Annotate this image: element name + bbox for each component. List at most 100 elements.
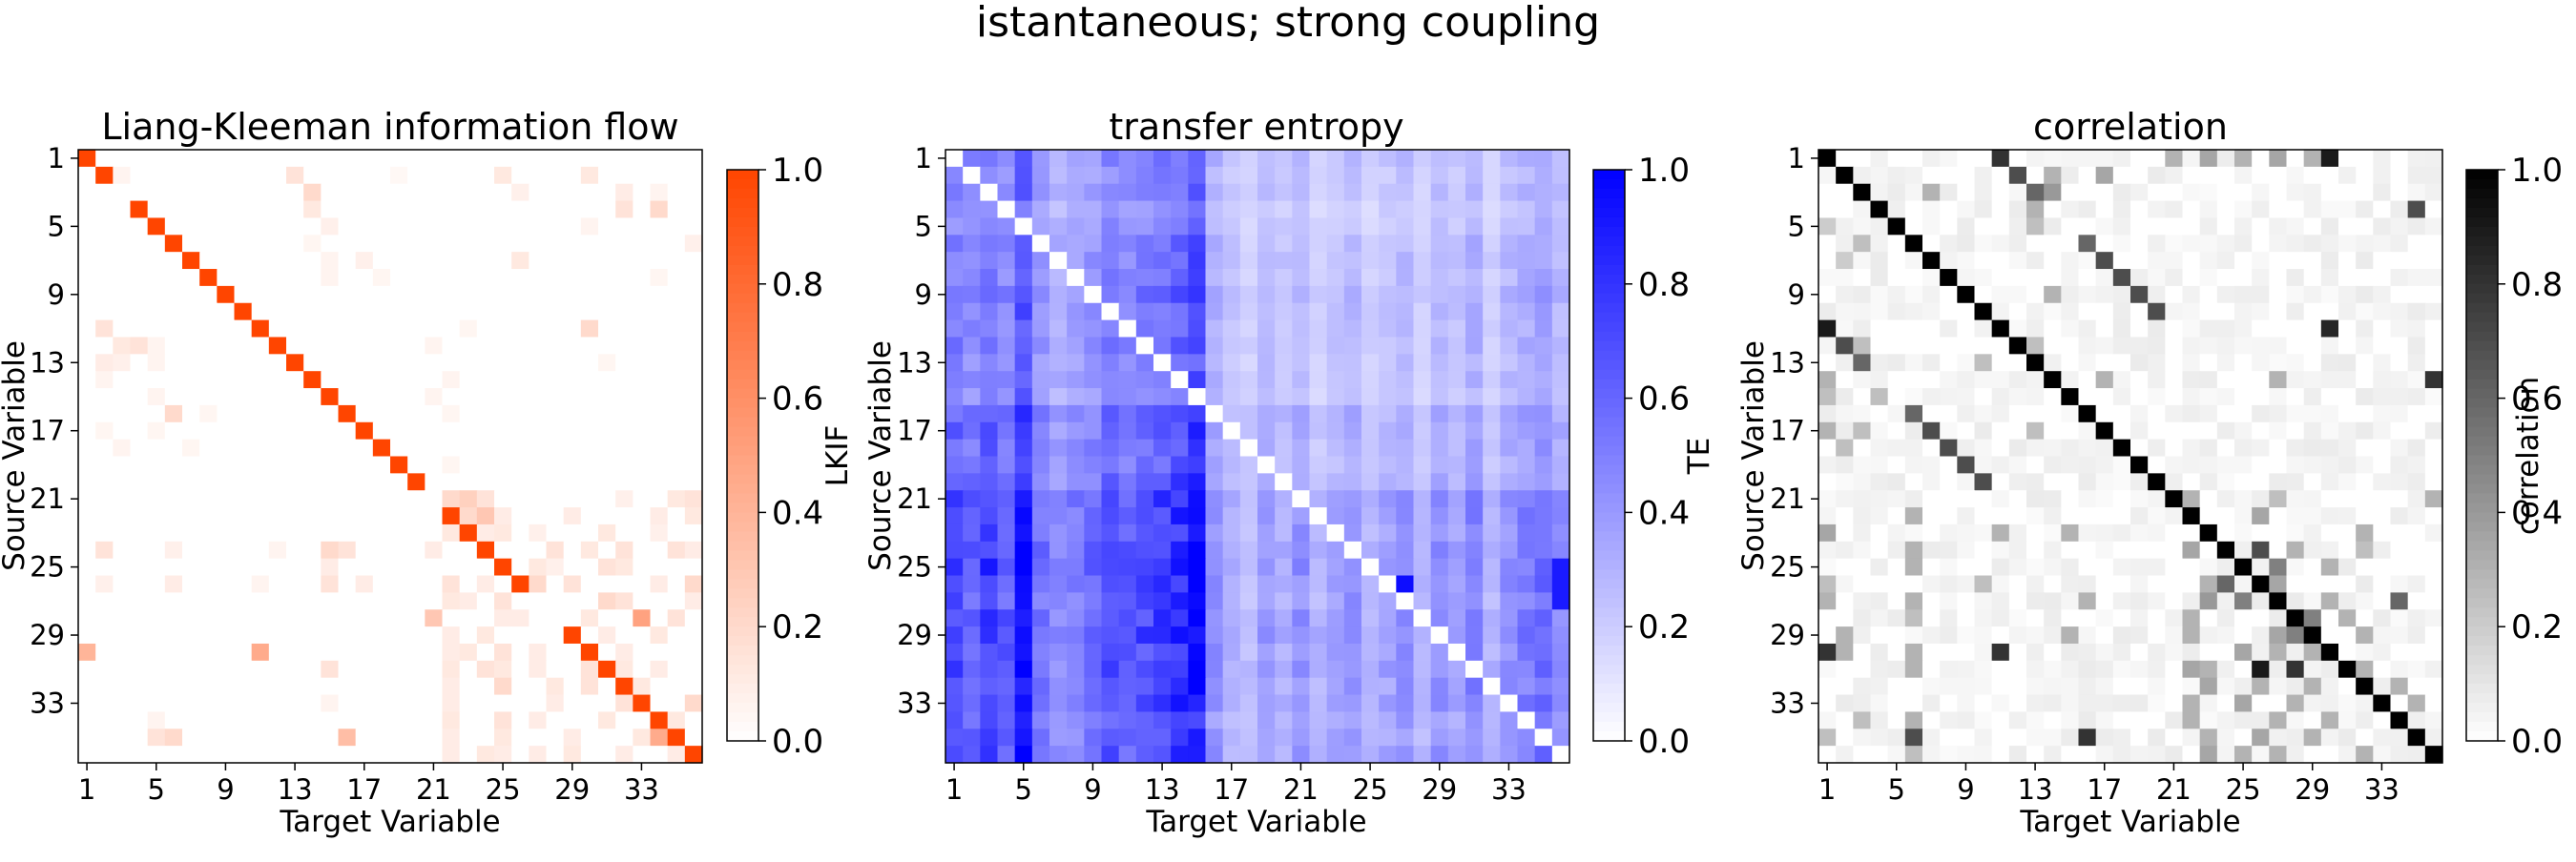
heatmap-cell: [1483, 354, 1501, 372]
heatmap-cell: [442, 660, 461, 679]
heatmap-cell: [2061, 404, 2080, 423]
heatmap-cell: [2356, 302, 2374, 321]
heatmap-cell: [2165, 541, 2184, 560]
heatmap-cell: [1904, 592, 1923, 610]
heatmap-cell: [1413, 711, 1432, 729]
heatmap-cell: [2424, 643, 2443, 662]
heatmap-cell: [2373, 558, 2392, 577]
heatmap-cell: [321, 711, 340, 729]
heatmap-cell: [2234, 183, 2253, 202]
heatmap-cell: [2320, 643, 2339, 662]
heatmap-cell: [1500, 252, 1519, 270]
heatmap-cell: [1188, 746, 1207, 764]
heatmap-cell: [494, 354, 512, 372]
x-tick-label: 5: [1015, 773, 1032, 806]
heatmap-cell: [2356, 371, 2374, 389]
heatmap-cell: [615, 456, 634, 474]
heatmap-cell: [234, 200, 253, 219]
heatmap-cell: [2078, 388, 2097, 406]
heatmap-cell: [2286, 302, 2305, 321]
heatmap-cell: [2303, 609, 2322, 627]
heatmap-cell: [476, 354, 495, 372]
x-tick-label: 9: [1084, 773, 1101, 806]
heatmap-cell: [1084, 200, 1103, 219]
heatmap-cell: [2390, 456, 2409, 474]
heatmap-cell: [268, 473, 287, 491]
heatmap-cell: [1135, 523, 1154, 543]
heatmap-cell: [2356, 694, 2374, 713]
colorbar-swatch: [1593, 598, 1625, 608]
heatmap-cell: [338, 575, 357, 593]
heatmap-cell: [997, 729, 1016, 747]
heatmap-cell: [2112, 711, 2131, 729]
heatmap-cell: [1188, 729, 1207, 747]
heatmap-cell: [1309, 166, 1328, 185]
heatmap-cell: [1991, 746, 2010, 764]
heatmap-cell: [2112, 592, 2131, 610]
heatmap-cell: [598, 404, 616, 423]
heatmap-cell: [1101, 150, 1120, 168]
heatmap-cell: [1940, 456, 1958, 474]
heatmap-cell: [1101, 592, 1120, 610]
heatmap-cell: [1326, 354, 1345, 372]
heatmap-cell: [303, 711, 322, 729]
heatmap-cell: [459, 541, 478, 560]
heatmap-cell: [321, 541, 340, 560]
heatmap-cell: [945, 456, 964, 474]
heatmap-cell: [1870, 388, 1889, 406]
heatmap-cell: [633, 166, 652, 185]
heatmap-cell: [2008, 660, 2027, 679]
heatmap-cell: [1118, 746, 1137, 764]
heatmap-cell: [1067, 523, 1085, 543]
heatmap-cell: [459, 285, 478, 304]
heatmap-cell: [2008, 507, 2027, 525]
heatmap-cell: [1974, 166, 1993, 185]
heatmap-cell: [1222, 711, 1241, 729]
heatmap-cell: [1361, 371, 1380, 389]
x-tick-label: 1: [1818, 773, 1836, 806]
colorbar-swatch: [1593, 550, 1625, 561]
colorbar-swatch: [727, 340, 758, 352]
heatmap-cell: [1447, 166, 1466, 185]
heatmap-cell: [2199, 746, 2218, 764]
heatmap-cell: [1153, 558, 1172, 577]
colorbar-swatch: [727, 170, 758, 180]
heatmap-cell: [407, 456, 426, 474]
heatmap-cell: [355, 456, 374, 474]
heatmap-cell: [286, 592, 304, 610]
colorbar-swatch: [1593, 388, 1625, 400]
heatmap-cell: [1430, 609, 1449, 627]
heatmap-cell: [2286, 660, 2305, 679]
heatmap-cell: [1413, 439, 1432, 458]
heatmap-cell: [476, 490, 495, 508]
heatmap-cell: [2356, 523, 2374, 543]
colorbar-swatch: [1593, 569, 1625, 580]
heatmap-cell: [217, 439, 236, 458]
heatmap-cell: [2356, 541, 2374, 560]
heatmap-cell: [511, 302, 530, 321]
heatmap-cell: [1343, 166, 1362, 185]
heatmap-cell: [563, 575, 582, 593]
heatmap-cell: [2165, 523, 2184, 543]
heatmap-cell: [2095, 660, 2114, 679]
heatmap-cell: [1922, 388, 1941, 406]
heatmap-cell: [1483, 421, 1501, 441]
heatmap-cell: [2338, 439, 2357, 458]
heatmap-cell: [2216, 371, 2235, 389]
heatmap-cell: [1483, 285, 1501, 304]
heatmap-cell: [684, 252, 703, 270]
heatmap-cell: [1205, 371, 1224, 389]
heatmap-cell: [1500, 337, 1519, 355]
colorbar-tick-label: 1.0: [772, 152, 823, 190]
heatmap-cell: [1517, 694, 1536, 713]
heatmap-cell: [1887, 677, 1906, 696]
heatmap-cell: [251, 269, 270, 287]
heatmap-cell: [2303, 252, 2322, 270]
heatmap-cell: [1991, 217, 2010, 236]
heatmap-cell: [1101, 421, 1120, 441]
heatmap-cell: [1014, 626, 1033, 645]
heatmap-cell: [1957, 694, 1976, 713]
heatmap-cell: [268, 354, 287, 372]
heatmap-cell: [355, 235, 374, 253]
heatmap-cell: [1084, 456, 1103, 474]
